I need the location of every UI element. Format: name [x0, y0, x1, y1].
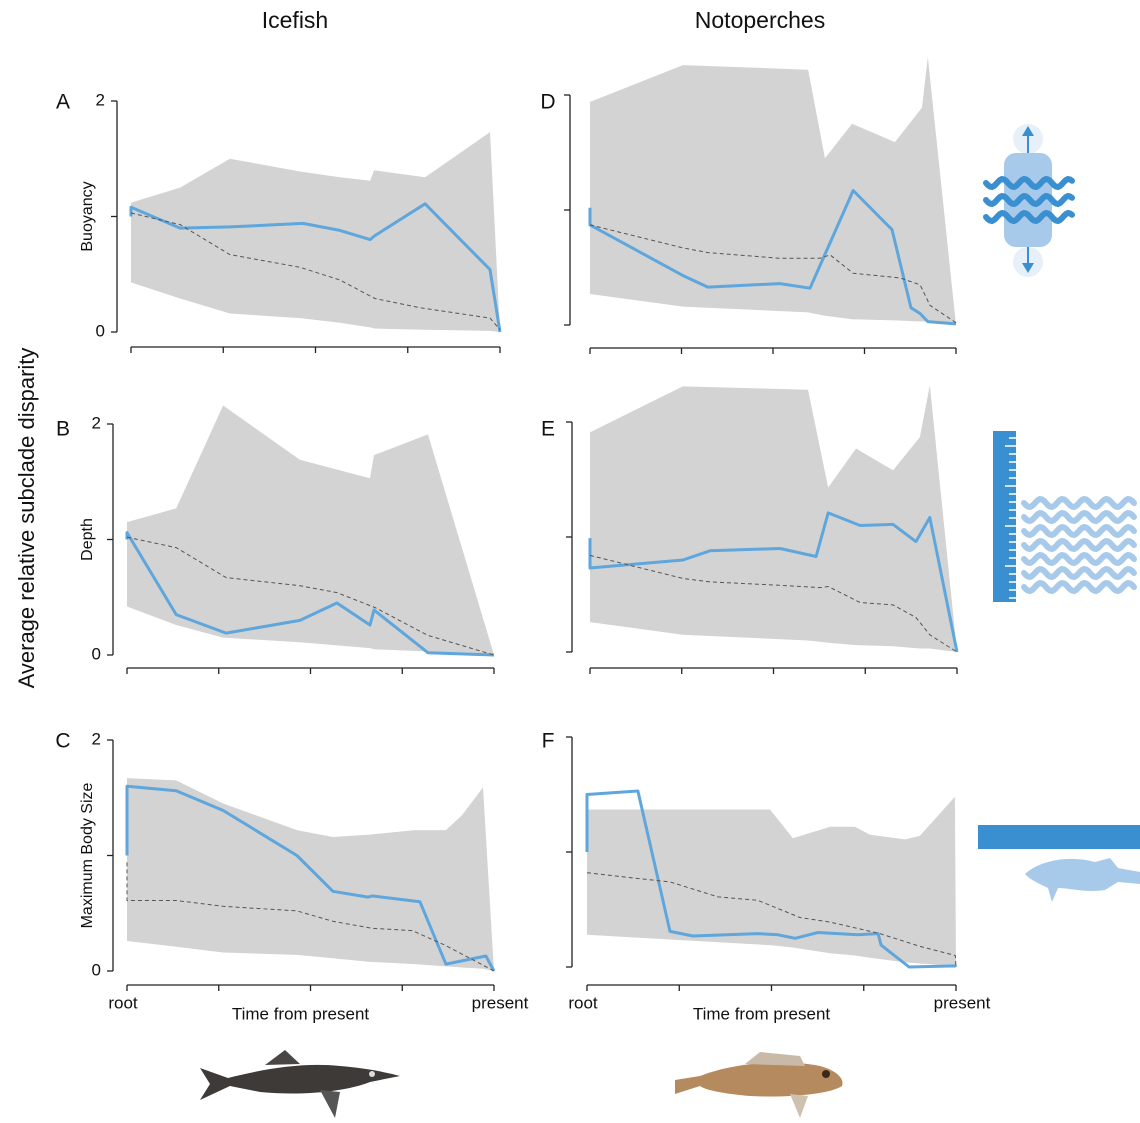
panel-letter: B [56, 418, 70, 441]
y-tick-label: 0 [92, 644, 101, 663]
fish-silhouette [1025, 858, 1140, 902]
disparity-envelope [127, 778, 494, 971]
x-axis-label: Time from present [232, 1004, 370, 1023]
wave [1024, 569, 1134, 577]
wave [1024, 513, 1134, 521]
y-tick-label: 2 [92, 729, 101, 748]
y-tick-label: 2 [92, 413, 101, 432]
y-tick-label: 2 [96, 90, 105, 109]
wave [986, 179, 1072, 187]
disparity-envelope [587, 797, 956, 967]
column-header: Icefish [262, 7, 328, 33]
icefish-picture [200, 1050, 400, 1118]
size-ruler [978, 825, 1140, 849]
shared-y-label: Average relative subclade disparity [14, 348, 39, 689]
wave [1024, 527, 1134, 535]
disparity-envelope [131, 132, 500, 332]
disparity-envelope [590, 385, 957, 652]
x-tick-label: present [472, 993, 529, 1012]
x-tick-label: root [568, 993, 598, 1012]
x-axis-label: Time from present [693, 1004, 831, 1023]
column-header: Notoperches [695, 7, 825, 33]
y-axis-label: Maximum Body Size [79, 782, 96, 928]
wave [986, 213, 1072, 221]
figure: Icefish Notoperches Average relative sub… [0, 0, 1140, 1123]
y-axis-label: Depth [79, 518, 96, 561]
depth-ruler [993, 431, 1016, 602]
wave [1024, 499, 1134, 507]
y-tick-label: 0 [96, 321, 105, 340]
panel-letter: C [55, 730, 70, 753]
y-tick-label: 0 [92, 960, 101, 979]
panel-letter: D [540, 91, 555, 114]
wave [1024, 583, 1134, 591]
y-axis-label: Buoyancy [79, 181, 96, 251]
panel-letter: F [542, 730, 555, 753]
wave [986, 196, 1072, 204]
x-tick-label: root [108, 993, 138, 1012]
panel-letter: A [56, 91, 70, 114]
x-tick-label: present [934, 993, 991, 1012]
notoperch-picture [675, 1052, 843, 1118]
wave [1024, 541, 1134, 549]
panel-letter: E [541, 418, 555, 441]
wave [1024, 555, 1134, 563]
